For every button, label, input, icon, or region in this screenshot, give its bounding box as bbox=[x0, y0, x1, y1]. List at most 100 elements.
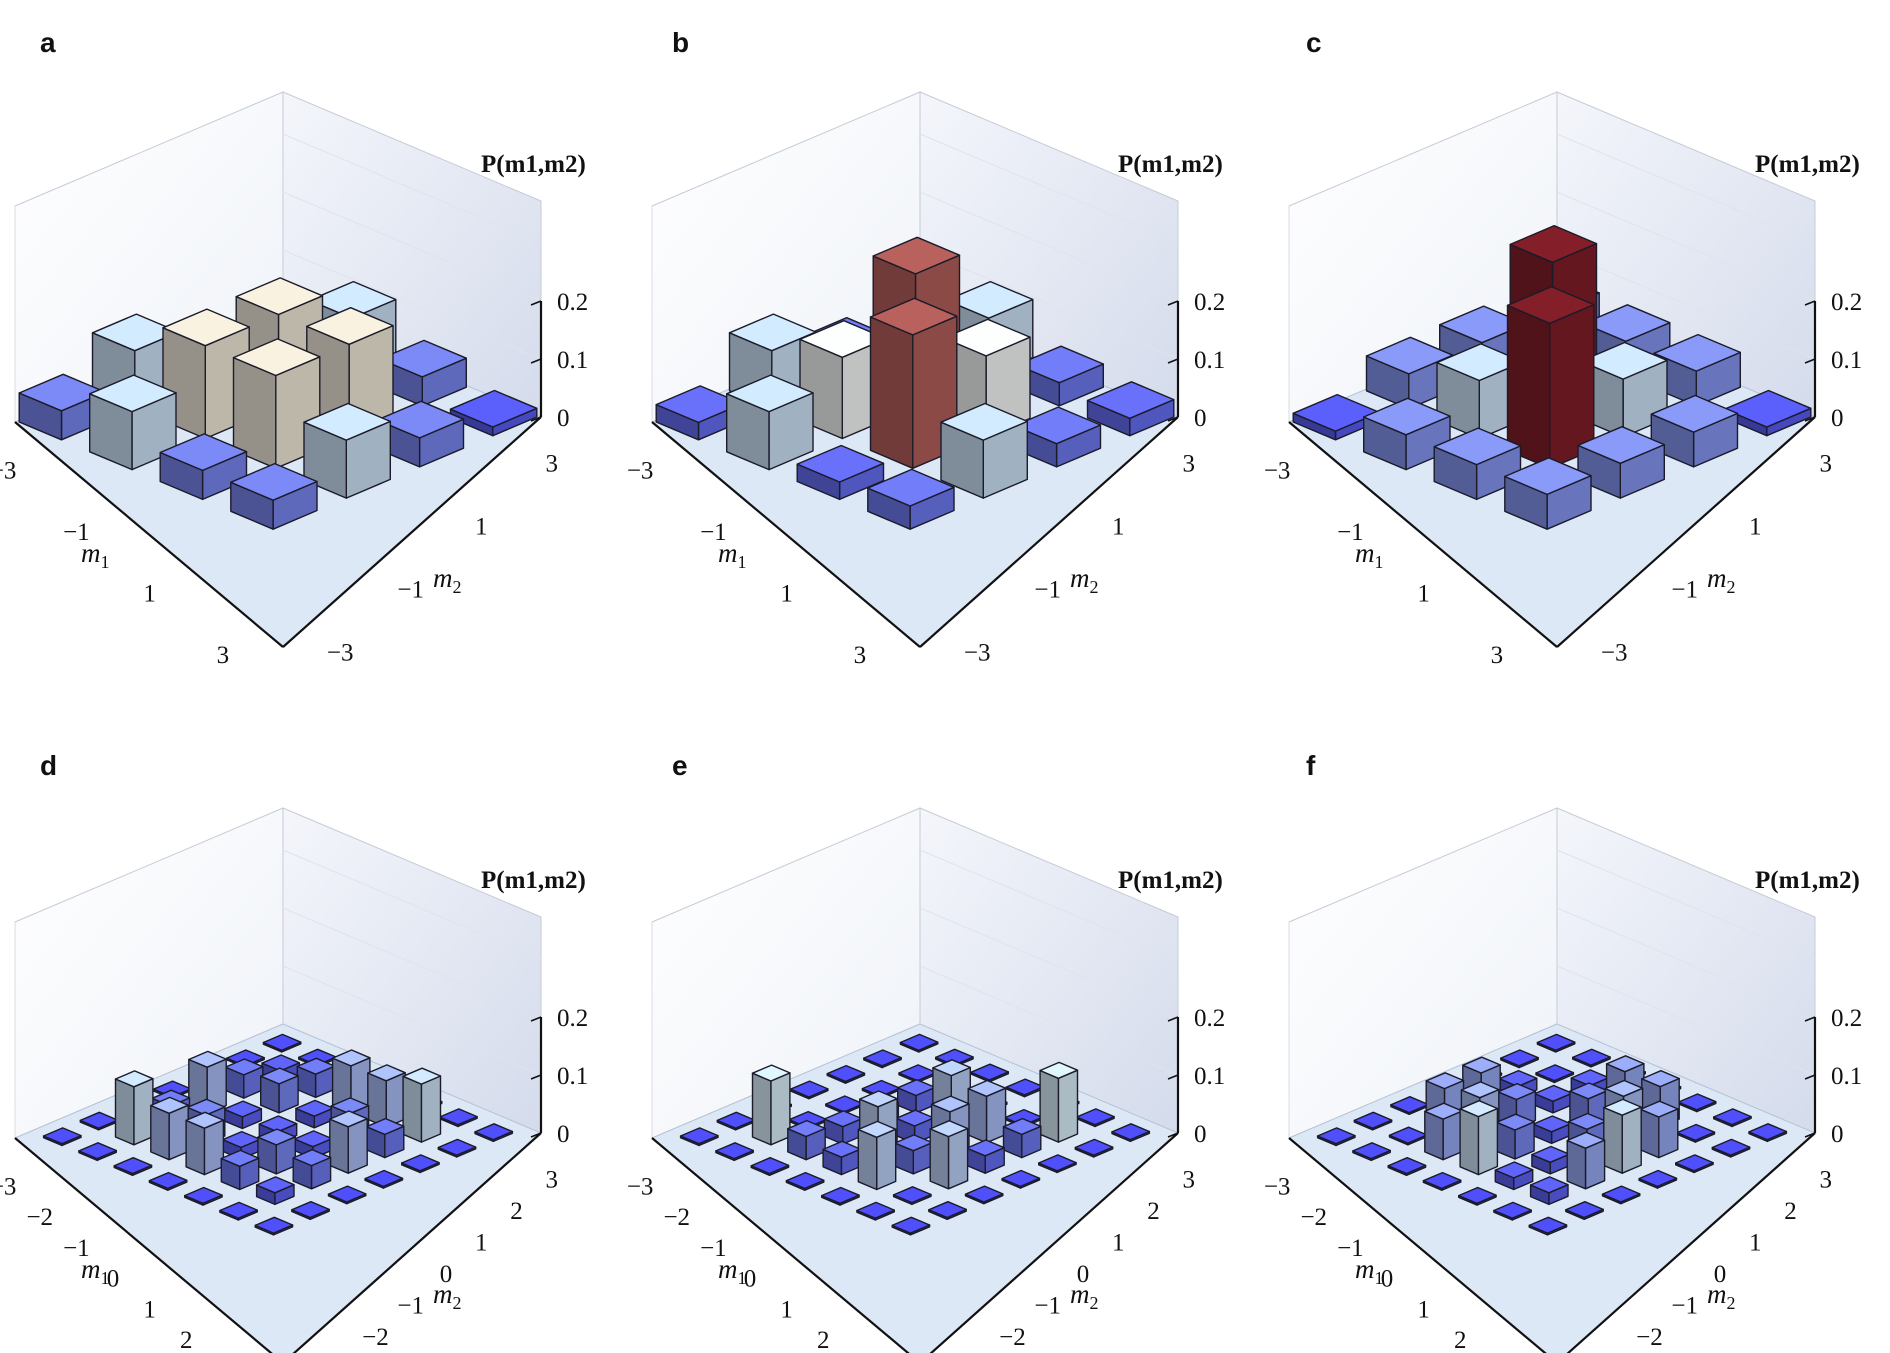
bar-m1_3_m2_-1 bbox=[1650, 394, 1739, 468]
bar-m1_-2_m2_-3 bbox=[1571, 1048, 1611, 1068]
bar-side-left bbox=[185, 1119, 206, 1176]
z-tick-label: 0.1 bbox=[1194, 1063, 1225, 1090]
bar-top bbox=[148, 1171, 188, 1190]
bar-top bbox=[1535, 1064, 1575, 1082]
z-tick-label: 0 bbox=[557, 405, 570, 432]
z-tick-mark bbox=[1167, 416, 1179, 422]
bar-top bbox=[230, 462, 318, 501]
bar-top bbox=[1601, 1185, 1641, 1203]
z-tick-mark bbox=[1167, 300, 1179, 306]
bar-top bbox=[1577, 426, 1666, 464]
bar-m1_3_m2_2 bbox=[1565, 1200, 1604, 1221]
bar-top bbox=[1037, 1154, 1077, 1172]
wall-grid-line bbox=[282, 133, 542, 244]
bar-m1_3_m2_-3 bbox=[1111, 1123, 1151, 1143]
bar-top bbox=[292, 1148, 332, 1167]
bar-m1_2_m2_3 bbox=[1493, 1201, 1533, 1221]
m1-axis-label: m1 bbox=[718, 538, 747, 572]
bar-top bbox=[235, 277, 324, 316]
bar-top bbox=[1362, 397, 1451, 436]
bar-top bbox=[789, 1080, 829, 1098]
bar-m1_-2_m2_2 bbox=[1388, 1126, 1428, 1146]
panel-c: 0 0.1 0.2 P(m1,m2) −3 −1 1 3 −3 −1 1 3 m1 m2 bbox=[1264, 91, 1862, 669]
bar-m1_-3_m2_3 bbox=[1292, 393, 1381, 441]
bar-m1_0_m2_-3 bbox=[1005, 1078, 1045, 1098]
bar-m1_-3_m2_-3 bbox=[899, 1033, 939, 1053]
bar-m1_1_m2_3 bbox=[821, 1186, 860, 1206]
bar-top bbox=[872, 236, 961, 275]
bar-m1_3_m2_-1 bbox=[401, 1154, 440, 1174]
bar-m1_2_m2_1 bbox=[1566, 1131, 1606, 1190]
bar-top bbox=[88, 374, 177, 413]
bar-top bbox=[716, 1111, 756, 1129]
bar-top bbox=[1387, 1156, 1427, 1175]
m2-tick-label: 3 bbox=[546, 451, 559, 478]
bar-m1_3_m2_1 bbox=[940, 402, 1029, 499]
bar-m1_3_m2_0 bbox=[1001, 1169, 1041, 1189]
bar-m1_2_m2_-1 bbox=[1002, 1117, 1042, 1159]
bar-top bbox=[183, 1186, 223, 1205]
bar-top bbox=[940, 402, 1029, 441]
z-tick-label: 0 bbox=[1194, 1121, 1207, 1148]
bar-top bbox=[221, 1130, 261, 1149]
bar-side-right bbox=[347, 1117, 368, 1174]
m1-tick-label: −2 bbox=[26, 1204, 53, 1231]
m2-tick-label: 1 bbox=[1112, 1230, 1125, 1257]
bar-top bbox=[91, 313, 180, 352]
bar-top bbox=[863, 1049, 902, 1067]
m1-tick-label: 1 bbox=[780, 580, 793, 607]
z-tick-label: 0.1 bbox=[557, 1063, 588, 1090]
m2-tick-label: −1 bbox=[1034, 576, 1061, 603]
bar-side-left bbox=[967, 1087, 988, 1144]
panel-letter: f bbox=[1306, 750, 1316, 781]
z-tick-label: 0.2 bbox=[1194, 289, 1225, 316]
bar-m1_-1_m2_3 bbox=[726, 374, 814, 471]
bar-top bbox=[78, 1142, 118, 1160]
z-tick-mark bbox=[1804, 300, 1816, 306]
m2-tick-label: 2 bbox=[1784, 1198, 1797, 1225]
z-tick-mark bbox=[530, 300, 542, 306]
bar-top bbox=[329, 1110, 368, 1128]
m1-tick-label: −1 bbox=[700, 519, 727, 546]
z-tick-label: 0.1 bbox=[1194, 347, 1225, 374]
bar-m1_3_m2_3 bbox=[254, 1216, 294, 1236]
bar-top bbox=[262, 1033, 302, 1052]
bar-top bbox=[930, 1095, 970, 1113]
bar-m1_0_m2_2 bbox=[185, 1111, 225, 1176]
bar-m1_0_m2_2 bbox=[1459, 1099, 1499, 1176]
bar-m1_2_m2_3 bbox=[856, 1201, 895, 1221]
bar-top bbox=[899, 1033, 939, 1052]
m1-tick-label: 2 bbox=[180, 1327, 193, 1353]
bar-top bbox=[365, 1117, 405, 1136]
m2-axis-line bbox=[919, 416, 1179, 648]
m1-tick-label: 3 bbox=[1491, 642, 1504, 669]
bar-top bbox=[1292, 393, 1381, 432]
bar-side-left bbox=[857, 1128, 878, 1191]
panel-letter: d bbox=[40, 750, 57, 781]
wall-grid-line bbox=[282, 907, 542, 1018]
bar-top bbox=[1506, 286, 1595, 324]
bar-top bbox=[1425, 1072, 1465, 1090]
bar-top bbox=[303, 402, 391, 441]
bar-top bbox=[42, 1127, 82, 1145]
bar-m1_1_m2_-3 bbox=[1677, 1093, 1717, 1113]
z-tick-mark bbox=[1804, 1016, 1816, 1022]
bar-top bbox=[1566, 1131, 1606, 1149]
bar-top bbox=[232, 338, 321, 377]
bar-side-right bbox=[203, 1119, 225, 1176]
m2-axis-line bbox=[292, 1132, 542, 1353]
bar-m1_3_m2_-3 bbox=[449, 389, 538, 437]
m1-tick-label: −1 bbox=[1337, 1235, 1364, 1262]
m1-axis-line bbox=[651, 421, 921, 648]
bar-m1_-2_m2_3 bbox=[715, 1142, 754, 1162]
wall-grid-line bbox=[282, 191, 542, 302]
z-tick-label: 0.2 bbox=[1194, 1005, 1225, 1032]
bar-top bbox=[1674, 1154, 1714, 1172]
m2-tick-label: 1 bbox=[1749, 514, 1762, 541]
bar-top bbox=[1603, 1098, 1642, 1116]
bar-top bbox=[474, 1123, 514, 1141]
wall-grid-line bbox=[1556, 191, 1816, 302]
m1-axis-label: m1 bbox=[1355, 1254, 1384, 1288]
bar-m1_1_m2_3 bbox=[1433, 427, 1522, 501]
panel-b: 0 0.1 0.2 P(m1,m2) −3 −1 1 3 −3 −1 1 3 m1 m2 bbox=[627, 91, 1225, 669]
